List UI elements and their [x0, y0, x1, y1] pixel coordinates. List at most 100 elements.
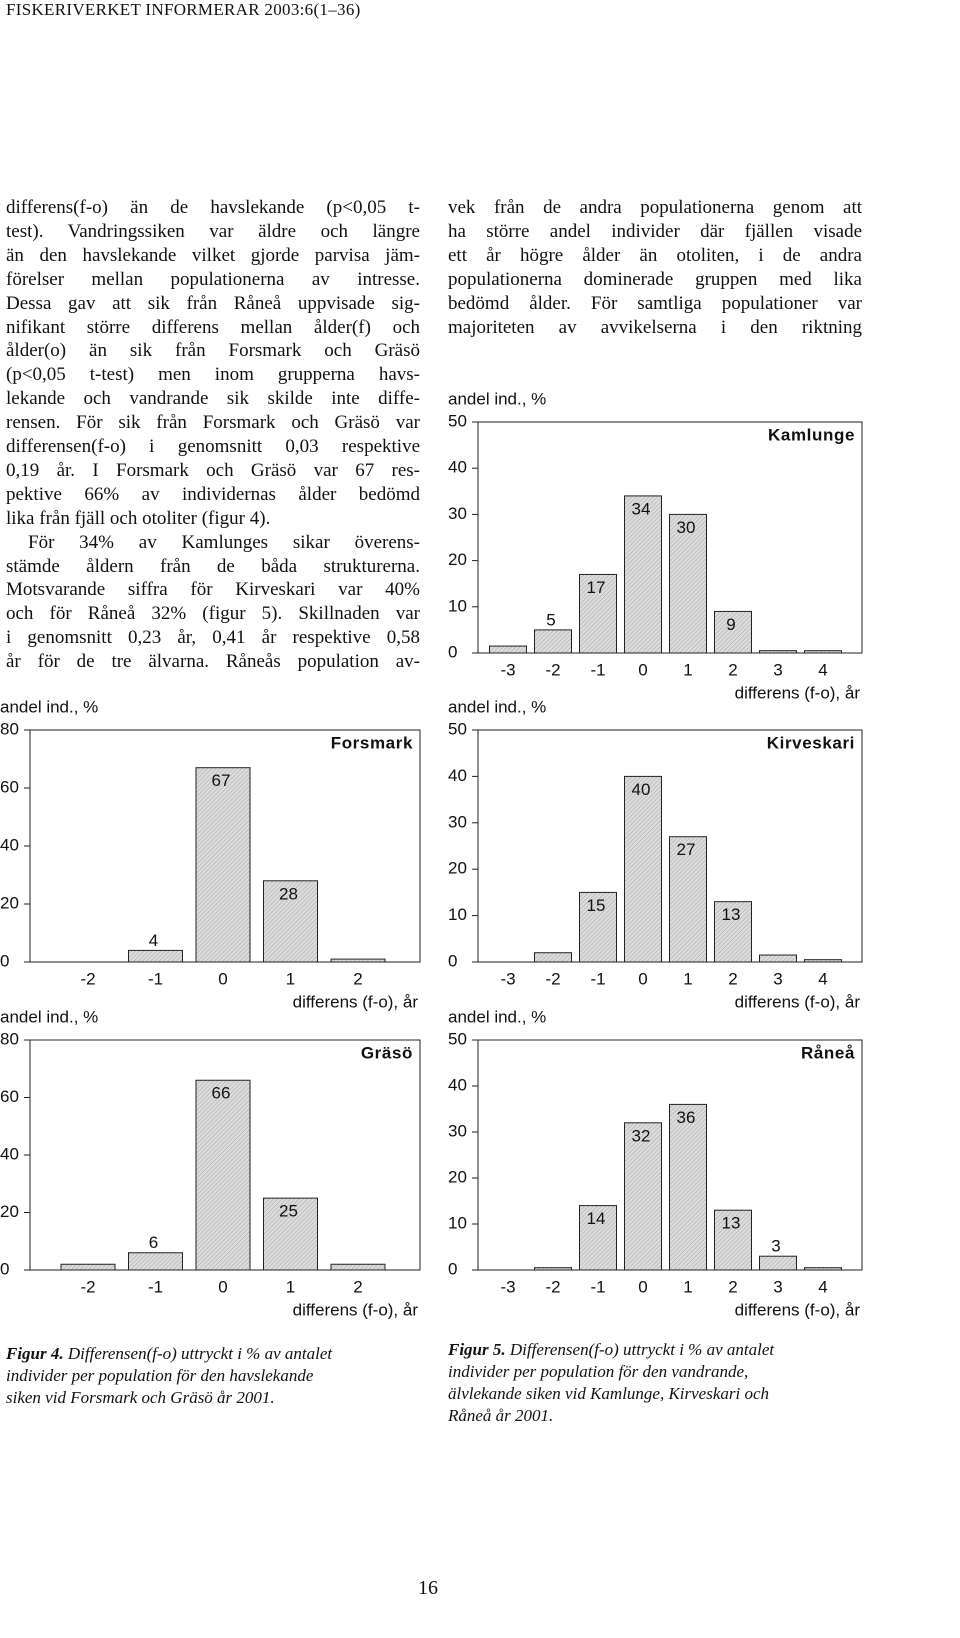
text-line: ha större andel individer där fjällen vi…: [448, 220, 862, 242]
value-label: 34: [632, 499, 651, 518]
bar: [759, 1255, 797, 1271]
x-tick-label: 2: [728, 660, 737, 679]
x-tick-label: 0: [638, 969, 647, 988]
bar: [804, 650, 842, 654]
y-axis-label: andel ind., %: [448, 389, 546, 408]
bar: [714, 1209, 752, 1271]
x-tick-label: -2: [80, 1277, 95, 1296]
chart-title: Forsmark: [331, 733, 413, 752]
y-axis-label: andel ind., %: [448, 697, 546, 716]
text-line: pektive 66% av individernas ålder bedömd: [6, 483, 420, 505]
y-tick-label: 10: [448, 1213, 467, 1232]
value-label: 13: [722, 905, 741, 924]
x-tick-label: 2: [353, 1277, 362, 1296]
chart-title: Kamlunge: [768, 425, 855, 444]
caption-text: individer per population för den vandran…: [448, 1362, 749, 1381]
text-line: förelser mellan populationerna av intres…: [6, 268, 420, 290]
bar: [669, 513, 707, 654]
x-axis-label: differens (f-o), år: [293, 1300, 419, 1319]
x-tick-label: -1: [148, 1277, 163, 1296]
caption-text: siken vid Forsmark och Gräsö år 2001.: [6, 1388, 275, 1407]
value-label: 15: [587, 896, 606, 915]
bar: [534, 1267, 572, 1271]
x-tick-label: 0: [218, 1277, 227, 1296]
value-label: 17: [587, 578, 606, 597]
x-tick-label: 0: [638, 1277, 647, 1296]
bar: [714, 901, 752, 963]
y-tick-label: 0: [448, 642, 457, 661]
y-tick-label: 20: [0, 1202, 19, 1221]
x-tick-label: 4: [818, 1277, 827, 1296]
y-tick-label: 40: [0, 835, 19, 854]
value-label: 25: [279, 1202, 298, 1221]
text-line: differens(f-o) än de havslekande (p<0,05…: [6, 197, 420, 218]
y-tick-label: 80: [0, 719, 19, 738]
caption-line: individer per population för den vandran…: [448, 1361, 748, 1383]
bar: [669, 836, 707, 963]
bar: [759, 650, 797, 654]
x-tick-label: -2: [545, 1277, 560, 1296]
value-label: 66: [212, 1084, 231, 1103]
x-axis-label: differens (f-o), år: [735, 992, 861, 1011]
caption-text: Råneå år 2001.: [448, 1406, 554, 1425]
x-tick-label: 3: [773, 969, 782, 988]
x-tick-label: -1: [590, 660, 605, 679]
x-tick-label: 1: [286, 1277, 295, 1296]
caption-line: älvlekande siken vid Kamlunge, Kirveskar…: [448, 1383, 769, 1405]
y-tick-label: 60: [0, 777, 19, 796]
x-tick-label: 2: [728, 969, 737, 988]
y-tick-label: 20: [448, 859, 467, 878]
y-tick-label: 50: [448, 1029, 467, 1048]
bar: [624, 495, 662, 654]
value-label: 36: [677, 1108, 696, 1127]
y-tick-label: 30: [448, 1121, 467, 1140]
bar: [804, 1267, 842, 1271]
x-tick-label: 1: [683, 660, 692, 679]
caption-line: Figur 5. Differensen(f-o) uttryckt i % a…: [448, 1339, 774, 1361]
text-line: populationerna dominerade gruppen med li…: [448, 268, 862, 290]
y-tick-label: 60: [0, 1087, 19, 1106]
bar: [534, 952, 572, 963]
y-tick-label: 0: [0, 951, 9, 970]
page-number: 16: [418, 1577, 438, 1599]
bar: [195, 767, 251, 963]
value-label: 3: [771, 1237, 780, 1256]
y-tick-label: 0: [448, 951, 457, 970]
caption-label: Figur 5.: [448, 1340, 506, 1359]
caption-line: Råneå år 2001.: [448, 1405, 553, 1427]
y-tick-label: 40: [448, 766, 467, 785]
x-tick-label: 1: [683, 1277, 692, 1296]
y-tick-label: 50: [448, 411, 467, 430]
x-tick-label: -3: [500, 1277, 515, 1296]
x-axis-label: differens (f-o), år: [735, 683, 861, 702]
bar: [128, 949, 183, 963]
value-label: 28: [279, 884, 298, 903]
y-tick-label: 10: [448, 905, 467, 924]
chart-title: Råneå: [801, 1043, 855, 1062]
text-line: i genomsnitt 0,23 år, 0,41 år respektive…: [6, 627, 420, 649]
x-tick-label: 1: [286, 969, 295, 988]
text-line: rensen. För sik från Forsmark och Gräsö …: [6, 412, 420, 434]
x-tick-label: 2: [353, 969, 362, 988]
y-axis-label: andel ind., %: [0, 1007, 98, 1026]
bar: [330, 1263, 386, 1271]
x-tick-label: 3: [773, 1277, 782, 1296]
y-tick-label: 80: [0, 1029, 19, 1048]
x-axis-label: differens (f-o), år: [293, 992, 419, 1011]
x-axis-label: differens (f-o), år: [735, 1300, 861, 1319]
y-tick-label: 40: [0, 1144, 19, 1163]
caption-text: Differensen(f-o) uttryckt i % av antalet: [509, 1340, 775, 1359]
bar: [330, 958, 386, 963]
bar: [128, 1252, 183, 1271]
bar: [489, 645, 527, 654]
x-tick-label: -1: [590, 1277, 605, 1296]
value-label: 13: [722, 1214, 741, 1233]
y-tick-label: 20: [448, 1167, 467, 1186]
y-tick-label: 0: [0, 1259, 9, 1278]
text-line: år för de tre älvarna. Råneås population…: [6, 651, 420, 673]
bar: [759, 954, 797, 963]
text-line: bedömd ålder. För samtliga populationer …: [448, 292, 862, 314]
y-tick-label: 10: [448, 596, 467, 615]
bar: [195, 1079, 251, 1271]
